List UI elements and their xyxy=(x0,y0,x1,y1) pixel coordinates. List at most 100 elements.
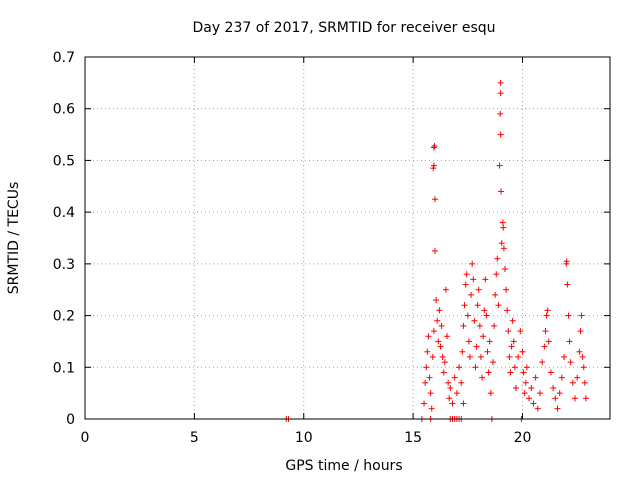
data-point xyxy=(491,322,498,329)
data-point xyxy=(430,328,437,335)
data-point xyxy=(519,348,526,355)
data-point xyxy=(486,338,493,345)
data-point xyxy=(449,400,456,407)
data-point xyxy=(510,338,517,345)
data-point xyxy=(436,307,443,314)
data-point xyxy=(474,302,481,309)
data-point xyxy=(498,240,505,247)
data-point xyxy=(485,369,492,376)
data-point xyxy=(509,317,516,324)
data-point xyxy=(440,369,447,376)
data-point xyxy=(433,297,440,304)
data-point xyxy=(469,260,476,267)
y-tick-label: 0.3 xyxy=(53,257,75,273)
data-point xyxy=(554,405,561,412)
x-tick-label: 5 xyxy=(190,430,199,446)
data-point xyxy=(497,79,504,86)
x-tick-label: 0 xyxy=(81,430,90,446)
data-point xyxy=(483,312,490,319)
data-point xyxy=(522,379,529,386)
data-point xyxy=(475,286,482,293)
data-point xyxy=(494,255,501,262)
data-point xyxy=(534,405,541,412)
data-point xyxy=(456,364,463,371)
data-point xyxy=(500,224,507,231)
data-point xyxy=(579,353,586,360)
axis-ticks: 0 0.1 0.2 0.3 0.4 0.5 0.6 0.7 0 5 10 15 20 xyxy=(53,50,610,446)
data-point xyxy=(480,333,487,340)
data-point xyxy=(541,343,548,350)
data-point xyxy=(574,374,581,381)
data-point xyxy=(545,338,552,345)
data-point xyxy=(424,348,431,355)
y-tick-label: 0.2 xyxy=(53,309,75,325)
data-point xyxy=(484,348,491,355)
data-point xyxy=(471,317,478,324)
data-point xyxy=(539,359,546,366)
data-point xyxy=(500,245,507,252)
data-point xyxy=(432,247,438,254)
data-point xyxy=(558,374,565,381)
data-point xyxy=(434,317,441,324)
data-point xyxy=(511,364,518,371)
data-point xyxy=(565,312,572,319)
data-point xyxy=(435,338,442,345)
data-point xyxy=(437,343,444,350)
data-point xyxy=(556,390,563,397)
data-point xyxy=(566,338,573,345)
data-point xyxy=(515,353,522,360)
data-point xyxy=(439,353,446,360)
data-point xyxy=(563,258,570,265)
data-point xyxy=(429,353,436,360)
data-point xyxy=(564,281,571,288)
data-point xyxy=(547,369,554,376)
data-point xyxy=(550,384,557,391)
data-point xyxy=(517,328,524,335)
data-point xyxy=(505,328,512,335)
data-point xyxy=(481,307,488,314)
data-point xyxy=(504,307,511,314)
data-point xyxy=(467,353,473,360)
data-point xyxy=(496,162,503,169)
data-point xyxy=(459,348,466,355)
data-point xyxy=(526,395,533,402)
data-point xyxy=(460,400,467,407)
data-point xyxy=(442,286,449,293)
x-axis-title: GPS time / hours xyxy=(285,458,402,474)
data-point xyxy=(577,328,584,335)
data-point xyxy=(473,343,480,350)
y-tick-label: 0.7 xyxy=(53,50,75,66)
data-point xyxy=(492,291,499,298)
data-point xyxy=(462,281,469,288)
data-point xyxy=(465,338,472,345)
data-point xyxy=(421,400,428,407)
data-point xyxy=(447,384,454,391)
data-point xyxy=(498,188,505,195)
data-point xyxy=(430,144,437,151)
y-tick-label: 0.6 xyxy=(53,102,75,118)
data-point xyxy=(543,312,550,319)
data-point xyxy=(507,369,514,376)
data-point xyxy=(430,165,437,172)
data-point xyxy=(458,379,465,386)
chart-title: Day 237 of 2017, SRMTID for receiver esq… xyxy=(192,20,495,36)
data-point xyxy=(578,312,585,319)
x-tick-label: 10 xyxy=(295,430,313,446)
data-point xyxy=(426,374,433,381)
data-point xyxy=(499,219,506,226)
data-point xyxy=(445,379,452,386)
data-point xyxy=(441,359,448,366)
data-point xyxy=(532,374,539,381)
data-points xyxy=(283,79,589,422)
data-point xyxy=(493,271,500,278)
data-point xyxy=(530,400,537,407)
data-point xyxy=(477,353,484,360)
data-point xyxy=(444,333,451,340)
data-point xyxy=(428,405,435,412)
x-tick-label: 15 xyxy=(404,430,422,446)
data-point xyxy=(438,322,445,329)
data-point xyxy=(561,353,568,360)
data-point xyxy=(521,390,528,397)
data-point xyxy=(461,302,468,309)
